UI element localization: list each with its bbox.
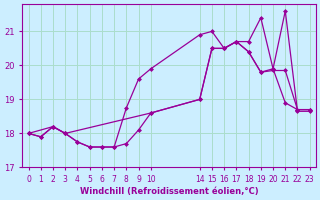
X-axis label: Windchill (Refroidissement éolien,°C): Windchill (Refroidissement éolien,°C): [80, 187, 259, 196]
